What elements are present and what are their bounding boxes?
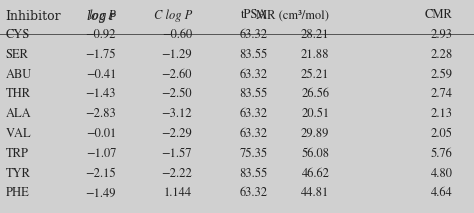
Text: 28.21: 28.21	[301, 29, 329, 41]
Text: 2.93: 2.93	[431, 29, 453, 41]
Text: 21.88: 21.88	[301, 49, 329, 61]
Text: 83.55: 83.55	[239, 49, 268, 61]
Text: −1.57: −1.57	[162, 148, 192, 160]
Text: ALA: ALA	[6, 108, 31, 120]
Text: THR: THR	[6, 89, 31, 101]
Text: 46.62: 46.62	[301, 168, 329, 180]
Text: 5.76: 5.76	[431, 148, 453, 160]
Text: 63.32: 63.32	[240, 128, 268, 140]
Text: 2.13: 2.13	[431, 108, 453, 120]
Text: TYR: TYR	[6, 168, 31, 180]
Text: CYS: CYS	[6, 29, 30, 41]
Text: 4.64: 4.64	[431, 188, 453, 200]
Text: PHE: PHE	[6, 188, 29, 200]
Text: −2.29: −2.29	[161, 128, 192, 140]
Text: VAL: VAL	[6, 128, 31, 140]
Text: 4.80: 4.80	[431, 168, 453, 180]
Text: 83.55: 83.55	[239, 89, 268, 101]
Text: 25.21: 25.21	[301, 69, 329, 81]
Text: 2.59: 2.59	[431, 69, 453, 81]
Text: −2.22: −2.22	[161, 168, 192, 180]
Text: −0.60: −0.60	[162, 29, 192, 41]
Text: 20.51: 20.51	[301, 108, 329, 120]
Text: SER: SER	[6, 49, 29, 61]
Text: tPSA: tPSA	[241, 10, 268, 21]
Text: TRP: TRP	[6, 148, 29, 160]
Text: MR (cm³/mol): MR (cm³/mol)	[256, 10, 329, 21]
Text: 63.32: 63.32	[240, 69, 268, 81]
Text: −1.75: −1.75	[86, 49, 116, 61]
Text: 56.08: 56.08	[301, 148, 329, 160]
Text: 29.89: 29.89	[301, 128, 329, 140]
Text: C log P: C log P	[154, 10, 192, 22]
Text: −1.43: −1.43	[86, 89, 116, 101]
Text: −2.50: −2.50	[162, 89, 192, 101]
Text: −2.15: −2.15	[85, 168, 116, 180]
Text: CMR: CMR	[425, 10, 453, 21]
Text: −2.60: −2.60	[162, 69, 192, 81]
Text: −3.12: −3.12	[161, 108, 192, 120]
Text: 44.81: 44.81	[301, 188, 329, 200]
Text: −0.41: −0.41	[86, 69, 116, 81]
Text: −2.83: −2.83	[85, 108, 116, 120]
Text: Inhibitor: Inhibitor	[6, 10, 61, 23]
Text: log ᴘ: log ᴘ	[87, 10, 116, 23]
Text: −1.29: −1.29	[161, 49, 192, 61]
Text: 2.28: 2.28	[430, 49, 453, 61]
Text: 75.35: 75.35	[240, 148, 268, 160]
Text: −0.92: −0.92	[86, 29, 116, 41]
Text: 83.55: 83.55	[239, 168, 268, 180]
Text: 63.32: 63.32	[240, 29, 268, 41]
Text: 2.05: 2.05	[431, 128, 453, 140]
Text: 2.74: 2.74	[431, 89, 453, 101]
Text: 63.32: 63.32	[240, 188, 268, 200]
Text: −1.49: −1.49	[86, 188, 116, 200]
Text: 1.144: 1.144	[164, 188, 192, 200]
Text: 63.32: 63.32	[240, 108, 268, 120]
Text: −0.01: −0.01	[86, 128, 116, 140]
Text: 26.56: 26.56	[301, 89, 329, 101]
Text: ABU: ABU	[6, 69, 32, 81]
Text: −1.07: −1.07	[86, 148, 116, 160]
Text: log P: log P	[90, 10, 116, 22]
